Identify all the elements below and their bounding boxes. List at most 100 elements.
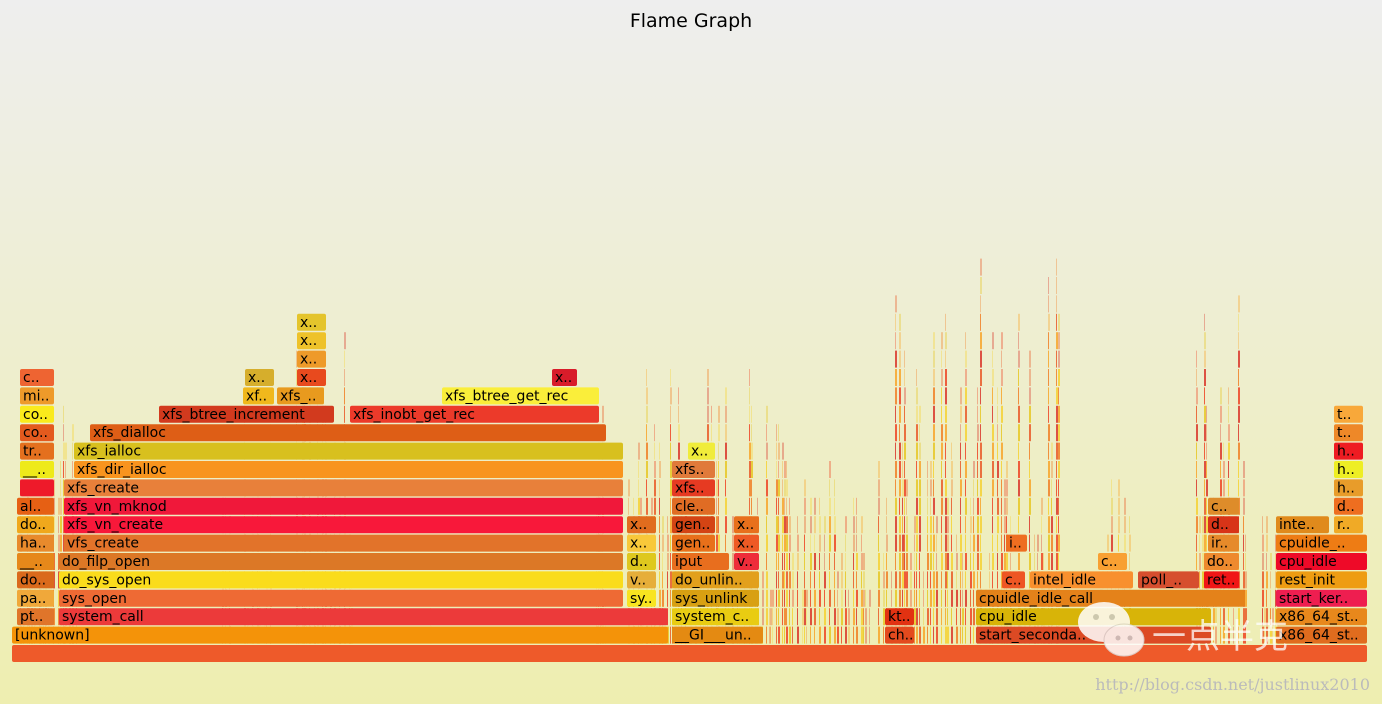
frame-rect[interactable]	[1276, 626, 1367, 644]
frame-rect[interactable]	[1334, 479, 1363, 497]
frame-rect[interactable]	[885, 608, 914, 626]
frame-rect[interactable]	[1334, 424, 1363, 442]
flame-frame[interactable]: inte..	[1276, 516, 1329, 534]
frame-rect[interactable]	[17, 534, 54, 552]
frame-rect[interactable]	[1276, 534, 1367, 552]
frame-rect[interactable]	[1098, 553, 1127, 570]
flame-frame[interactable]: t..	[1334, 405, 1363, 423]
frame-rect[interactable]	[64, 516, 623, 534]
frame-rect[interactable]	[1334, 405, 1363, 423]
flame-frame[interactable]: xfs..	[672, 461, 715, 478]
frame-rect[interactable]	[59, 608, 668, 626]
flame-frame[interactable]: [unknown]	[12, 626, 668, 644]
flame-frame[interactable]: x..	[734, 516, 759, 534]
frame-rect[interactable]	[277, 387, 324, 405]
flame-frame[interactable]: intel_idle	[1030, 571, 1133, 589]
flame-frame[interactable]: x..	[627, 516, 656, 534]
flame-frame[interactable]: xfs_..	[277, 387, 324, 405]
frame-rect[interactable]	[734, 516, 759, 534]
frame-rect[interactable]	[1002, 571, 1025, 589]
frame-rect[interactable]	[1208, 534, 1239, 552]
frame-rect[interactable]	[243, 387, 274, 405]
frame-rect[interactable]	[1006, 534, 1027, 552]
frame-rect[interactable]	[627, 553, 656, 570]
flame-frame[interactable]: x..	[688, 442, 715, 460]
flame-frame[interactable]: do_unlin..	[672, 571, 759, 589]
flame-frame[interactable]: i..	[1006, 534, 1027, 552]
flame-frame[interactable]: x..	[297, 313, 326, 331]
flame-frame[interactable]: ret..	[1204, 571, 1239, 589]
frame-rect[interactable]	[734, 553, 759, 570]
flame-frame[interactable]: v..	[734, 553, 759, 570]
frame-rect[interactable]	[59, 589, 623, 607]
flame-frame[interactable]: gen..	[672, 516, 715, 534]
flame-frame[interactable]: r..	[1334, 516, 1363, 534]
frame-rect[interactable]	[627, 571, 656, 589]
flame-frame[interactable]: h..	[1334, 442, 1363, 460]
frame-rect[interactable]	[976, 589, 1245, 607]
frame-rect[interactable]	[59, 553, 623, 570]
flame-frame[interactable]: x..	[297, 369, 326, 386]
flame-frame[interactable]: x..	[297, 332, 326, 350]
flame-frame[interactable]: x..	[297, 350, 326, 368]
flame-frame[interactable]: t..	[1334, 424, 1363, 442]
frame-rect[interactable]	[672, 516, 715, 534]
flame-frame[interactable]: h..	[1334, 461, 1363, 478]
frame-rect[interactable]	[20, 424, 54, 442]
flame-frame[interactable]: xf..	[243, 387, 274, 405]
frame-rect[interactable]	[17, 589, 54, 607]
flame-frame[interactable]: cle..	[672, 497, 715, 515]
flame-frame[interactable]: x..	[552, 369, 577, 386]
flame-frame[interactable]: xfs_dialloc	[90, 424, 606, 442]
frame-rect[interactable]	[672, 589, 759, 607]
frame-rect[interactable]	[90, 424, 606, 442]
flame-frame[interactable]: c..	[1098, 553, 1127, 570]
frame-rect[interactable]	[297, 332, 326, 350]
flame-frame[interactable]: xfs_vn_create	[64, 516, 623, 534]
frame-rect[interactable]	[297, 369, 326, 386]
flame-frame[interactable]: x..	[734, 534, 759, 552]
frame-rect[interactable]	[1334, 461, 1363, 478]
flame-frame[interactable]: d..	[1208, 516, 1239, 534]
frame-rect[interactable]	[1204, 571, 1239, 589]
flame-frame[interactable]: x86_64_st..	[1276, 608, 1367, 626]
flame-frame[interactable]: gen..	[672, 534, 715, 552]
flame-frame[interactable]: cpu_idle	[1276, 553, 1367, 570]
frame-rect[interactable]	[20, 387, 54, 405]
flame-frame[interactable]: xfs_btree_get_rec	[442, 387, 599, 405]
frame-rect[interactable]	[672, 626, 763, 644]
frame-rect[interactable]	[672, 553, 729, 570]
frame-rect[interactable]	[159, 405, 334, 423]
frame-rect[interactable]	[1334, 516, 1363, 534]
flame-frame[interactable]: v..	[627, 571, 656, 589]
frame-rect[interactable]	[20, 479, 54, 497]
flame-frame[interactable]: xfs_dir_ialloc	[74, 461, 623, 478]
frame-rect[interactable]	[672, 571, 759, 589]
flame-frame[interactable]: al..	[17, 497, 54, 515]
frame-rect[interactable]	[20, 461, 54, 478]
flame-frame[interactable]: xfs_inobt_get_rec	[350, 405, 599, 423]
frame-rect[interactable]	[12, 626, 668, 644]
flame-frame[interactable]: ch..	[885, 626, 914, 644]
frame-rect[interactable]	[627, 589, 656, 607]
frame-rect[interactable]	[350, 405, 599, 423]
frame-rect[interactable]	[20, 369, 54, 386]
flame-frame[interactable]	[20, 479, 54, 497]
frame-rect[interactable]	[1208, 497, 1239, 515]
frame-rect[interactable]	[672, 461, 715, 478]
frame-rect[interactable]	[688, 442, 715, 460]
frame-rect[interactable]	[245, 369, 274, 386]
flame-frame[interactable]: sys_open	[59, 589, 623, 607]
frame-rect[interactable]	[1334, 497, 1363, 515]
flame-frame[interactable]: xfs..	[672, 479, 715, 497]
flame-frame[interactable]: h..	[1334, 479, 1363, 497]
frame-rect[interactable]	[74, 442, 623, 460]
flame-frame[interactable]: start_ker..	[1276, 589, 1367, 607]
frame-rect[interactable]	[17, 497, 54, 515]
frame-rect[interactable]	[64, 479, 623, 497]
frame-rect[interactable]	[672, 479, 715, 497]
frame-rect[interactable]	[552, 369, 577, 386]
flame-frame[interactable]: do_filp_open	[59, 553, 623, 570]
flame-frame[interactable]: x..	[245, 369, 274, 386]
flame-frame[interactable]: system_c..	[672, 608, 759, 626]
